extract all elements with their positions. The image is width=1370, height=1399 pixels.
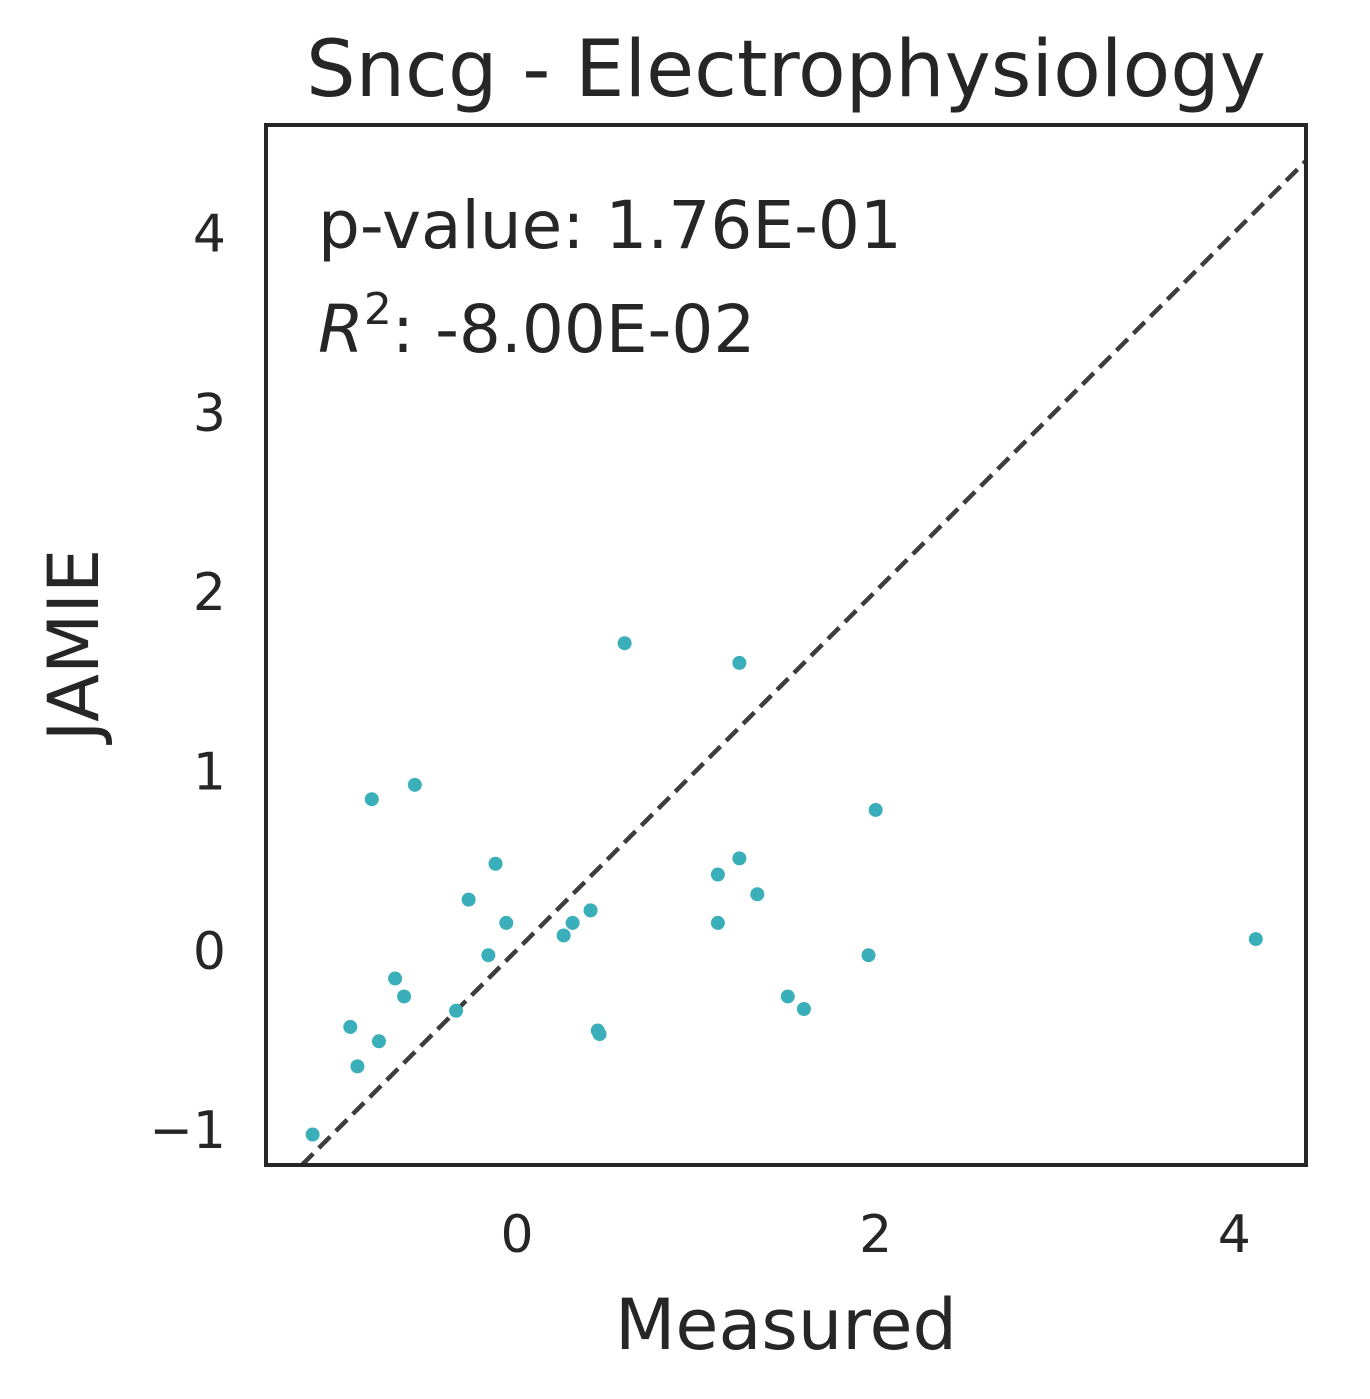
data-point xyxy=(583,903,598,918)
data-point xyxy=(861,948,876,963)
data-points xyxy=(305,636,1263,1142)
data-point xyxy=(592,1027,607,1042)
y-axis-label: JAMIE xyxy=(33,549,115,746)
r-squared-value: : -8.00E-02 xyxy=(392,291,755,368)
data-point xyxy=(780,989,795,1004)
x-tick-label: 4 xyxy=(1218,1205,1251,1265)
data-point xyxy=(710,915,725,930)
x-axis-label: Measured xyxy=(615,1284,957,1366)
data-point xyxy=(488,856,503,871)
data-point xyxy=(868,802,883,817)
plot-frame xyxy=(264,123,1308,1167)
p-value-annotation: p-value: 1.76E-01 xyxy=(318,187,902,264)
x-axis-ticks: 0 2 4 xyxy=(500,1205,1250,1265)
y-tick-label: 4 xyxy=(193,205,226,265)
data-point xyxy=(371,1034,386,1049)
data-point xyxy=(388,971,403,986)
data-point xyxy=(364,792,379,807)
data-point xyxy=(305,1127,320,1142)
data-point xyxy=(343,1019,358,1034)
y-tick-label: 1 xyxy=(193,743,226,803)
data-point xyxy=(407,777,422,792)
data-point xyxy=(481,948,496,963)
r-squared-symbol: R xyxy=(318,291,364,368)
x-tick-label: 0 xyxy=(500,1205,533,1265)
plot-area xyxy=(264,123,1308,1167)
y-tick-label: −1 xyxy=(149,1101,226,1161)
data-point xyxy=(710,867,725,882)
data-point xyxy=(617,636,632,651)
identity-reference-line xyxy=(300,159,1308,1167)
data-point xyxy=(1248,932,1263,947)
data-point xyxy=(732,851,747,866)
data-point xyxy=(556,928,571,943)
y-tick-label: 0 xyxy=(193,922,226,982)
data-point xyxy=(499,915,514,930)
y-tick-label: 3 xyxy=(193,384,226,444)
data-point xyxy=(732,655,747,670)
data-point xyxy=(350,1059,365,1074)
r-squared-exponent: 2 xyxy=(364,284,392,335)
x-tick-label: 2 xyxy=(859,1205,892,1265)
data-point xyxy=(397,989,412,1004)
data-point xyxy=(750,887,765,902)
data-point xyxy=(796,1002,811,1016)
r-squared-annotation: R2: -8.00E-02 xyxy=(318,284,755,368)
data-point xyxy=(449,1003,464,1018)
y-tick-label: 2 xyxy=(193,563,226,623)
data-point xyxy=(461,892,476,907)
y-axis-ticks: −1 0 1 2 3 4 xyxy=(149,205,226,1162)
data-point xyxy=(565,915,580,930)
chart-title: Sncg - Electrophysiology xyxy=(306,25,1266,115)
